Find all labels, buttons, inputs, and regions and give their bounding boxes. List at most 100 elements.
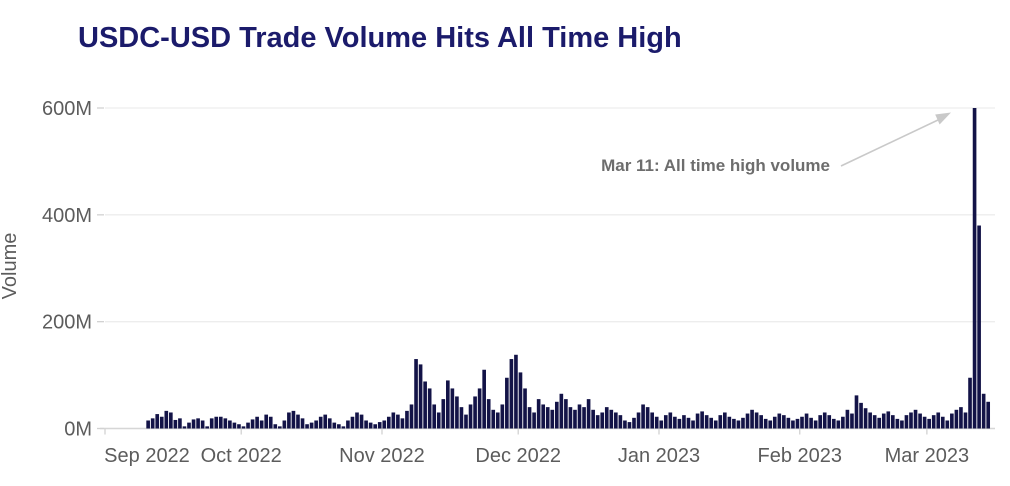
bar xyxy=(205,426,209,429)
bar xyxy=(936,412,941,429)
bar xyxy=(391,412,396,429)
bar xyxy=(355,412,359,429)
y-tick-label: 400M xyxy=(42,205,92,227)
bar xyxy=(918,413,922,429)
bar xyxy=(627,422,632,429)
bar xyxy=(191,419,196,429)
bar xyxy=(768,420,773,429)
bar xyxy=(632,417,636,429)
bar xyxy=(178,418,182,429)
bar xyxy=(359,414,364,429)
bar xyxy=(169,412,173,429)
bar xyxy=(155,414,160,429)
bar xyxy=(909,412,913,429)
bar xyxy=(913,409,918,429)
bar xyxy=(159,416,164,429)
x-tick-label: Feb 2023 xyxy=(757,445,842,467)
bar xyxy=(954,409,959,429)
bar xyxy=(614,412,618,429)
bar xyxy=(532,412,536,429)
bar xyxy=(586,399,591,429)
bar xyxy=(173,419,178,429)
bar xyxy=(836,420,841,429)
bar xyxy=(804,413,809,429)
x-tick-label: Oct 2022 xyxy=(201,445,282,467)
bar xyxy=(809,417,813,429)
bar xyxy=(813,420,818,429)
bar xyxy=(250,419,255,429)
bar xyxy=(895,418,900,429)
bar xyxy=(591,409,595,429)
bar xyxy=(922,416,927,429)
bar xyxy=(623,420,627,429)
bar xyxy=(673,416,677,429)
bar xyxy=(464,414,468,429)
bar xyxy=(904,415,909,429)
bar xyxy=(209,418,214,429)
bar xyxy=(545,407,550,429)
bar xyxy=(754,412,759,429)
x-tick-label: Nov 2022 xyxy=(339,445,425,467)
bar xyxy=(473,396,477,429)
bar xyxy=(863,408,868,429)
bar xyxy=(559,393,564,429)
bar xyxy=(441,399,446,429)
bar xyxy=(341,426,346,429)
bar xyxy=(214,416,219,429)
bar xyxy=(318,416,323,429)
bar xyxy=(595,415,600,429)
x-tick-label: Sep 2022 xyxy=(104,445,190,467)
bar xyxy=(291,410,296,429)
bar xyxy=(314,420,318,429)
axis-ticks-group: 0M 200M 400M 600M Sep 2022 Oct 2022 Nov 2022 De… xyxy=(42,98,969,467)
bar xyxy=(827,415,832,429)
bar xyxy=(564,399,568,429)
bar xyxy=(246,422,250,429)
bar xyxy=(650,412,654,429)
bar xyxy=(618,415,623,429)
bar xyxy=(986,401,991,429)
bar xyxy=(759,415,763,429)
bar xyxy=(940,416,945,429)
bar xyxy=(382,420,387,429)
bar xyxy=(396,414,400,429)
bar xyxy=(654,416,659,429)
bar xyxy=(881,413,886,429)
bar xyxy=(713,420,718,429)
bar xyxy=(777,413,782,429)
bar xyxy=(255,416,259,429)
bar xyxy=(446,380,450,429)
bar xyxy=(305,424,309,429)
bar xyxy=(750,409,754,429)
bar xyxy=(432,404,437,429)
bar xyxy=(732,418,736,429)
bar xyxy=(514,354,518,429)
bar xyxy=(977,225,981,429)
bar xyxy=(981,393,986,429)
bar xyxy=(831,418,836,429)
bar xyxy=(218,416,223,429)
bar xyxy=(164,410,169,429)
bar xyxy=(346,420,350,429)
bar xyxy=(264,414,269,429)
bar xyxy=(600,412,605,429)
bar xyxy=(677,418,682,429)
bar xyxy=(709,417,714,429)
bar xyxy=(509,359,514,429)
bar xyxy=(704,415,709,429)
bar xyxy=(450,388,455,429)
bar xyxy=(550,409,555,429)
x-tick-label: Dec 2022 xyxy=(475,445,561,467)
bar xyxy=(718,415,723,429)
bar xyxy=(323,414,328,429)
bar xyxy=(468,404,473,429)
bar xyxy=(486,399,491,429)
bar xyxy=(373,424,377,429)
bar xyxy=(795,418,800,429)
bar xyxy=(695,413,700,429)
bar xyxy=(786,417,791,429)
bar xyxy=(727,416,732,429)
x-tick-label: Mar 2023 xyxy=(885,445,970,467)
bar xyxy=(822,412,827,429)
